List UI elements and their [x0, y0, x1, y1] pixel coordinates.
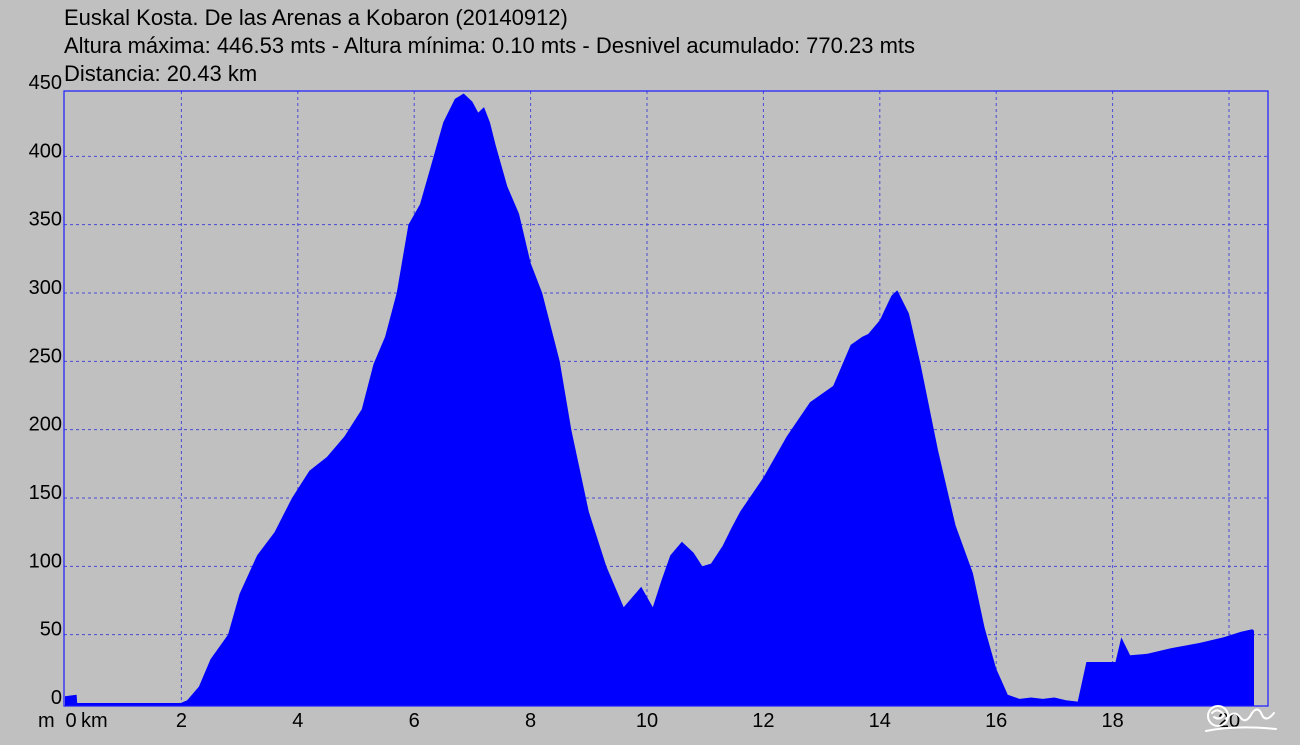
chart-distance: Distancia: 20.43 km — [64, 61, 258, 86]
y-tick-label: 450 — [29, 72, 62, 94]
y-tick-label: 0 — [51, 687, 62, 709]
x-axis-unit: km — [81, 710, 108, 732]
y-tick-label: 250 — [29, 345, 62, 367]
y-axis-ticks: 0 50 100 150 200 250 300 350 400 450 — [29, 72, 62, 709]
signature-watermark — [1205, 705, 1277, 732]
elevation-area — [65, 93, 1254, 706]
y-axis-unit: m — [38, 710, 55, 732]
y-tick-label: 200 — [29, 414, 62, 436]
y-tick-label: 100 — [29, 550, 62, 572]
x-tick-label: 18 — [1101, 710, 1123, 732]
chart-stats: Altura máxima: 446.53 mts - Altura mínim… — [64, 33, 916, 58]
y-tick-label: 50 — [40, 619, 62, 641]
x-tick-label: 12 — [752, 710, 774, 732]
x-tick-label: 0 — [65, 710, 76, 732]
x-axis-ticks: 0 2 4 6 8 10 12 14 16 18 20 — [65, 710, 1240, 732]
x-tick-label: 10 — [636, 710, 658, 732]
x-tick-label: 4 — [292, 710, 303, 732]
y-tick-label: 400 — [29, 140, 62, 162]
chart-header: Euskal Kosta. De las Arenas a Kobaron (2… — [64, 4, 915, 88]
x-tick-label: 14 — [869, 710, 891, 732]
x-tick-label: 8 — [525, 710, 536, 732]
plot-frame — [63, 90, 1269, 707]
y-tick-label: 350 — [29, 209, 62, 231]
x-tick-label: 2 — [176, 710, 187, 732]
y-tick-label: 300 — [29, 277, 62, 299]
x-tick-label: 16 — [985, 710, 1007, 732]
x-tick-label: 6 — [409, 710, 420, 732]
chart-title: Euskal Kosta. De las Arenas a Kobaron (2… — [64, 5, 568, 30]
y-tick-label: 150 — [29, 482, 62, 504]
